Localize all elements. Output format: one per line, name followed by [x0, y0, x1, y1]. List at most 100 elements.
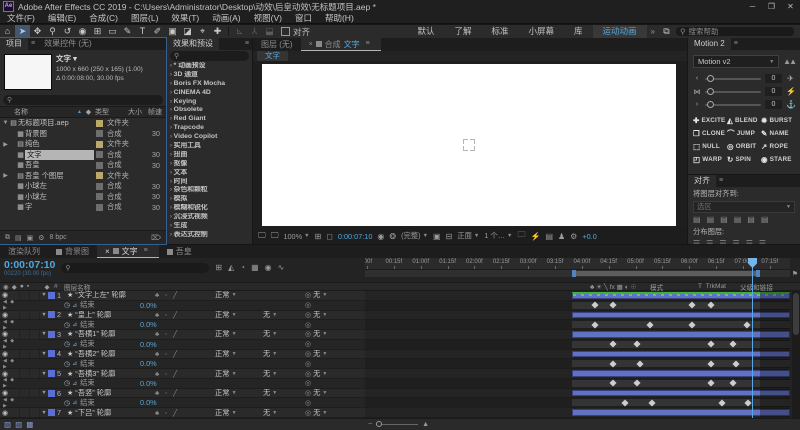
new-folder-icon[interactable]: ▤: [15, 234, 22, 242]
roto-brush-tool-icon[interactable]: ⌖: [199, 26, 206, 36]
graph-icon[interactable]: ⊿: [72, 302, 78, 309]
help-search-box[interactable]: ⚲ 搜索帮助: [676, 27, 794, 36]
label-color-swatch[interactable]: [96, 130, 103, 138]
effects-search-box[interactable]: ⚲: [170, 51, 249, 61]
timeline-tab-渲染队列[interactable]: 渲染队列: [0, 245, 48, 258]
effects-category[interactable]: › 杂色和颗粒: [167, 186, 252, 195]
label-color-swatch[interactable]: [96, 172, 103, 180]
timeline-tab-吾皇[interactable]: 吾皇: [159, 245, 200, 258]
pickwhip-icon[interactable]: ◎: [305, 350, 312, 358]
layer-twirl-icon[interactable]: ▼: [41, 370, 47, 377]
workspace-tab-小屏幕[interactable]: 小屏幕: [528, 26, 555, 36]
pickwhip-icon[interactable]: ◎: [305, 370, 312, 378]
current-timecode[interactable]: 0:00:07:10: [4, 259, 56, 271]
stopwatch-icon[interactable]: ◷: [64, 321, 71, 329]
twirl-icon[interactable]: ›: [170, 63, 174, 69]
layer-track-row[interactable]: [365, 330, 790, 340]
layer-color-swatch[interactable]: [48, 370, 55, 377]
layer-track-row[interactable]: [365, 408, 790, 418]
work-area-start-handle[interactable]: [572, 270, 576, 277]
restore-button[interactable]: ❐: [767, 2, 776, 11]
audio-cell[interactable]: [10, 349, 20, 359]
panel-menu-icon[interactable]: ≡: [733, 40, 738, 47]
lock-cell[interactable]: [30, 369, 40, 378]
property-name[interactable]: 结束: [80, 378, 95, 388]
property-row[interactable]: ◀ ◆ ▶ ◷ ⊿ 结束 0.0% ◎: [0, 377, 365, 389]
motion-button-null[interactable]: ⬚ NULL: [693, 140, 727, 153]
mask-visibility-icon[interactable]: ◻: [326, 231, 333, 241]
effects-category[interactable]: › Video Copilot: [167, 133, 252, 142]
workspace-tab-库[interactable]: 库: [574, 26, 583, 36]
motion-slider[interactable]: [705, 100, 761, 108]
graph-icon[interactable]: ⊿: [72, 341, 78, 348]
project-item-name[interactable]: 字: [25, 202, 33, 212]
layer-row[interactable]: ◉ ▼ 5 ★ “吾横3” 轮廓 ♣ ◦ ╱ 正常 ▼ 无 ▼ ◎ 无 ▼: [0, 369, 365, 379]
keyframe-navigator[interactable]: ◀ ◆ ▶: [3, 357, 16, 370]
effects-category[interactable]: › 抠像: [167, 160, 252, 169]
property-value[interactable]: 0.0%: [140, 378, 157, 388]
twirl-icon[interactable]: ›: [170, 134, 174, 141]
slider-value[interactable]: 0: [765, 74, 782, 83]
panel-menu-icon[interactable]: ≡: [719, 177, 724, 184]
twirl-icon[interactable]: ›: [170, 160, 174, 167]
expand-transfer-controls-icon[interactable]: ▨: [15, 420, 23, 429]
panel-menu-icon[interactable]: ≡: [143, 247, 148, 254]
menu-item[interactable]: 合成(C): [89, 13, 119, 23]
project-item-row[interactable]: ▦ 字 合成 30: [0, 202, 166, 213]
layer-name[interactable]: “吾横2” 轮廓: [75, 348, 116, 358]
resolution-dropdown[interactable]: (完整) ▼: [401, 231, 429, 240]
property-track-row[interactable]: [365, 378, 790, 389]
graph-icon[interactable]: ⊿: [72, 400, 78, 407]
audio-cell[interactable]: [10, 388, 20, 398]
graph-icon[interactable]: ⊿: [72, 322, 78, 329]
effects-category[interactable]: › 时间: [167, 178, 252, 187]
project-item-name[interactable]: 背景图: [25, 128, 47, 138]
frame-blend-icon[interactable]: ▦: [251, 263, 259, 272]
align-right-icon[interactable]: ▤: [720, 215, 728, 224]
stopwatch-icon[interactable]: ◷: [64, 302, 71, 310]
parent-link-dropdown[interactable]: ◎ 无 ▼: [305, 408, 365, 418]
property-track-row[interactable]: [365, 339, 790, 350]
video-eye-icon[interactable]: ◉: [1, 370, 9, 378]
audio-cell[interactable]: [10, 330, 20, 339]
timeline-tab-文字[interactable]: × 文字 ≡: [97, 245, 159, 258]
solo-cell[interactable]: [20, 310, 30, 320]
timeline-scrollbar[interactable]: [792, 291, 800, 418]
twirl-icon[interactable]: ›: [170, 231, 174, 238]
zoom-in-icon[interactable]: ▲: [422, 421, 430, 428]
video-eye-icon[interactable]: ◉: [1, 409, 9, 417]
video-eye-icon[interactable]: ◉: [1, 331, 9, 339]
lock-cell[interactable]: [30, 388, 40, 398]
solo-cell[interactable]: [20, 369, 30, 378]
new-composition-icon[interactable]: ▣: [26, 234, 34, 242]
property-row[interactable]: ◀ ◆ ▶ ◷ ⊿ 结束 0.0% ◎: [0, 357, 365, 370]
effects-category[interactable]: › 生成: [167, 222, 252, 231]
twirl-icon[interactable]: ›: [170, 178, 174, 185]
menu-item[interactable]: 效果(T): [171, 13, 200, 23]
effects-category[interactable]: › 文本: [167, 169, 252, 178]
pickwhip-icon[interactable]: ◎: [305, 311, 312, 319]
align-center-v-icon[interactable]: ▤: [747, 215, 755, 224]
property-name[interactable]: 结束: [80, 300, 95, 310]
layer-track-row[interactable]: [365, 310, 790, 321]
stopwatch-icon[interactable]: ◷: [64, 341, 71, 349]
tab-composition-viewer[interactable]: × 合成 文字 ≡: [300, 38, 381, 51]
twirl-icon[interactable]: ▶: [3, 141, 8, 148]
layer-twirl-icon[interactable]: ▼: [41, 292, 47, 299]
motion-button-spin[interactable]: ↻ SPIN: [727, 153, 761, 166]
label-color-swatch[interactable]: [96, 182, 103, 190]
motion-preset-dropdown[interactable]: Motion v2 ▼: [693, 55, 780, 68]
layer-name[interactable]: “下吕” 轮廓: [75, 407, 112, 417]
type-tool-icon[interactable]: T: [139, 26, 146, 36]
twirl-icon[interactable]: ›: [170, 71, 174, 78]
solo-cell[interactable]: [20, 330, 30, 339]
tab-motion2[interactable]: Motion 2: [688, 38, 731, 50]
hand-tool-icon[interactable]: ✥: [33, 26, 42, 36]
distribute-right-icon[interactable]: ☰: [758, 239, 767, 248]
rotation-tool-icon[interactable]: ↺: [63, 26, 72, 36]
blend-mode-dropdown[interactable]: 正常 ▼: [215, 310, 263, 320]
slider-value[interactable]: 0: [765, 100, 782, 109]
panel-menu-icon[interactable]: ≡: [244, 40, 249, 47]
twirl-icon[interactable]: ▶: [3, 173, 8, 180]
layer-color-swatch[interactable]: [48, 311, 55, 319]
